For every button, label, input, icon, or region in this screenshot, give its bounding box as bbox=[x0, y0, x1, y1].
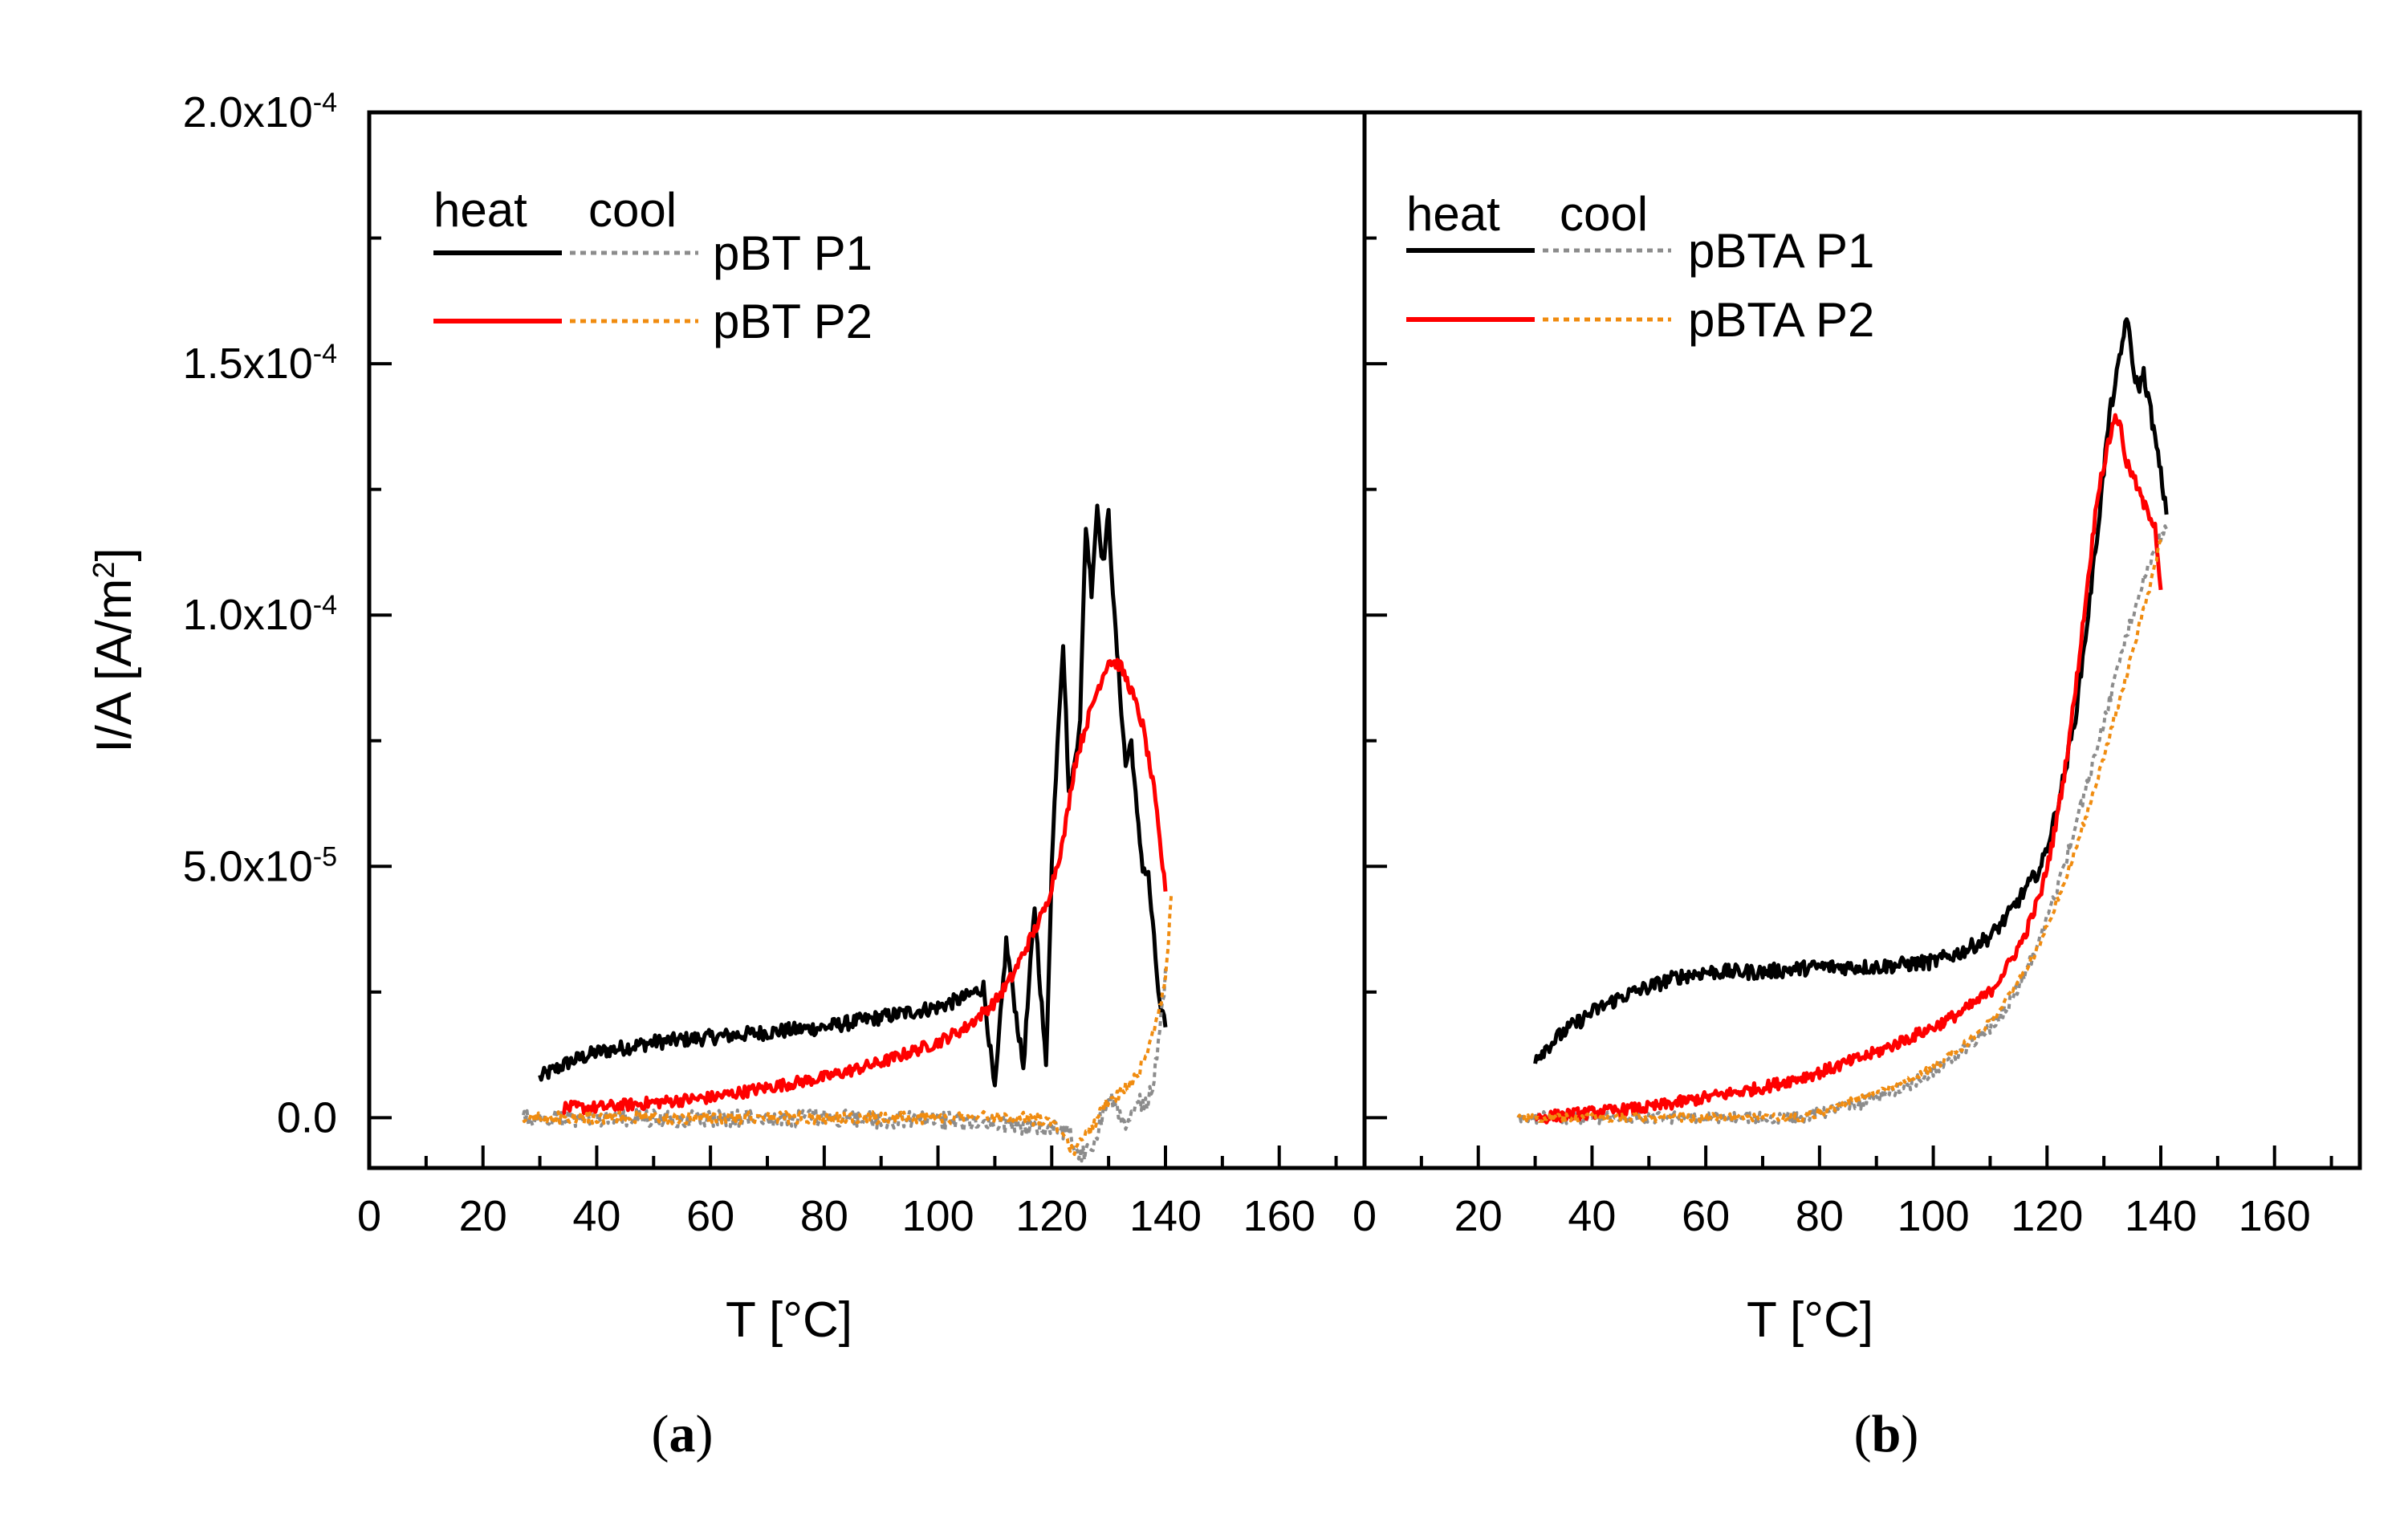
y-tick-label-base: 1.0x10 bbox=[183, 591, 313, 639]
panel-label-b-open: ( bbox=[1854, 1405, 1872, 1463]
x-tick-label-a: 160 bbox=[1243, 1192, 1316, 1240]
panel-label-b-close: ) bbox=[1901, 1405, 1918, 1463]
series-line-a-1 bbox=[521, 968, 1167, 1163]
panel-a-series-group bbox=[521, 503, 1173, 1163]
x-tick-label-b: 20 bbox=[1454, 1192, 1503, 1240]
panel-label-b-letter: b bbox=[1872, 1405, 1902, 1463]
x-tick-label-b: 60 bbox=[1682, 1192, 1730, 1240]
y-axis-title-close: ] bbox=[87, 547, 142, 561]
x-axis-title-b: T [°C] bbox=[1747, 1292, 1873, 1348]
x-tick-label-b: 80 bbox=[1796, 1192, 1844, 1240]
legend-a-cool-header: cool bbox=[588, 183, 677, 237]
legend-b-cool-header: cool bbox=[1560, 187, 1648, 241]
y-tick-label: 1.0x10-4 bbox=[183, 590, 337, 639]
panel-b-series-group bbox=[1516, 317, 2169, 1125]
y-axis-title-superscript: 2 bbox=[87, 562, 121, 579]
x-tick-label-b: 0 bbox=[1352, 1192, 1377, 1240]
y-axis-title-main: I/A [A/m bbox=[87, 579, 142, 753]
x-tick-label-b: 40 bbox=[1568, 1192, 1616, 1240]
x-tick-label-a: 60 bbox=[686, 1192, 734, 1240]
panel-label-a: (a) bbox=[652, 1405, 714, 1463]
legend-b: heat cool pBTA P1 pBTA P2 bbox=[1406, 187, 1874, 347]
legend-a-label-p1: pBT P1 bbox=[713, 226, 872, 280]
legend-a-label-p2: pBT P2 bbox=[713, 295, 872, 348]
x-tick-label-b: 100 bbox=[1898, 1192, 1970, 1240]
panel-label-a-letter: a bbox=[669, 1405, 696, 1463]
y-tick-label: 0.0 bbox=[277, 1093, 337, 1141]
y-tick-label-base: 0.0 bbox=[277, 1093, 337, 1141]
y-tick-label: 5.0x10-5 bbox=[183, 841, 337, 890]
panel-label-a-close: ) bbox=[696, 1405, 714, 1463]
x-tick-label-a: 80 bbox=[800, 1192, 848, 1240]
y-tick-label-base: 5.0x10 bbox=[183, 842, 313, 890]
series-line-b-1 bbox=[1516, 524, 2168, 1125]
legend-a-heat-header: heat bbox=[433, 183, 527, 237]
series-line-a-3 bbox=[521, 896, 1173, 1157]
y-tick-label-exponent: -4 bbox=[313, 590, 337, 621]
x-tick-label-a: 20 bbox=[459, 1192, 507, 1240]
y-tick-label: 2.0x10-4 bbox=[183, 87, 337, 136]
x-tick-label-b: 120 bbox=[2011, 1192, 2083, 1240]
tick-group: 0 20 40 60 80 100 120 140 160 0 20 40 60 80 100 120 140 1… bbox=[183, 87, 2333, 1240]
y-axis-title: I/A [A/m2] bbox=[87, 547, 142, 752]
series-line-b-2 bbox=[1534, 413, 2163, 1125]
x-tick-label-a: 140 bbox=[1129, 1192, 1202, 1240]
series-line-b-0 bbox=[1533, 317, 2169, 1064]
y-tick-label-base: 2.0x10 bbox=[183, 88, 313, 136]
x-tick-label-b: 160 bbox=[2239, 1192, 2311, 1240]
x-tick-label-a: 40 bbox=[572, 1192, 620, 1240]
y-tick-label-exponent: -4 bbox=[313, 87, 337, 118]
series-line-a-2 bbox=[562, 657, 1168, 1116]
y-tick-label-base: 1.5x10 bbox=[183, 340, 313, 388]
x-tick-label-a: 100 bbox=[902, 1192, 974, 1240]
legend-a: heat cool pBT P1 pBT P2 bbox=[433, 183, 872, 348]
y-tick-label: 1.5x10-4 bbox=[183, 339, 337, 388]
x-tick-label-a: 0 bbox=[357, 1192, 381, 1240]
y-tick-label-exponent: -5 bbox=[313, 841, 337, 872]
legend-b-label-p1: pBTA P1 bbox=[1688, 224, 1874, 278]
panel-b-frame bbox=[1362, 110, 2362, 1170]
y-tick-label-exponent: -4 bbox=[313, 339, 337, 369]
series-line-b-3 bbox=[1516, 539, 2162, 1124]
x-tick-label-a: 120 bbox=[1015, 1192, 1088, 1240]
panel-label-a-open: ( bbox=[652, 1405, 669, 1463]
x-axis-title-a: T [°C] bbox=[726, 1292, 852, 1348]
legend-b-label-p2: pBTA P2 bbox=[1688, 293, 1874, 347]
panel-label-b: (b) bbox=[1854, 1405, 1919, 1463]
legend-b-heat-header: heat bbox=[1406, 187, 1500, 241]
series-line-a-0 bbox=[538, 503, 1168, 1088]
x-tick-label-b: 140 bbox=[2125, 1192, 2197, 1240]
